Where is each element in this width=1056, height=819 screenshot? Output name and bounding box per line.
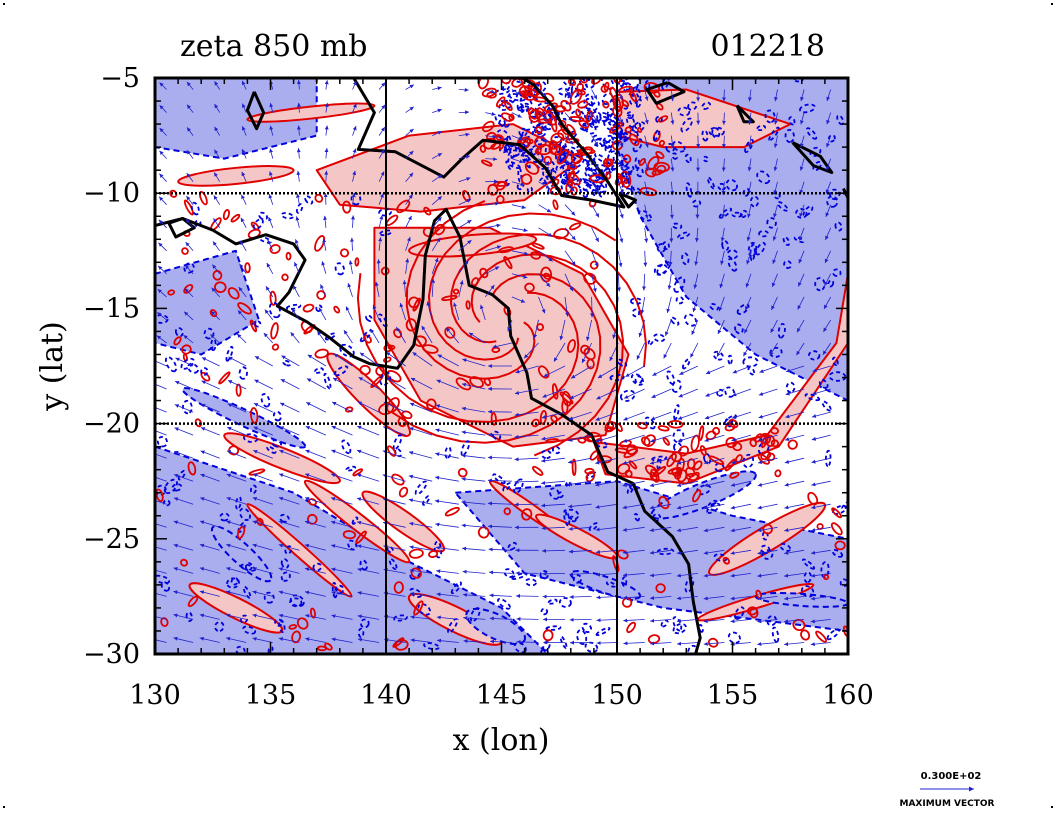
y-tick-label: −5 [100,63,140,94]
vector-legend: 0.300E+02 MAXIMUM VECTOR [899,771,994,809]
x-tick-label: 155 [707,680,759,711]
plot-timestamp: 012218 [710,29,825,64]
x-tick-label: 130 [129,680,181,711]
vector-legend-label: MAXIMUM VECTOR [899,799,994,809]
wind-vector [459,112,469,113]
x-tick-label: 140 [360,680,412,711]
wind-vector [592,297,593,318]
corner-mark-bottom-left [3,806,5,808]
y-tick-label: −10 [83,178,140,209]
plot-title: zeta 850 mb [180,29,368,64]
corner-mark-bottom-right [1051,806,1053,808]
y-tick-label: −25 [83,524,140,555]
x-tick-label: 150 [591,680,643,711]
y-axis-label: y (lat) [35,321,70,411]
y-tick-label: −20 [83,409,140,440]
vector-legend-value: 0.300E+02 [921,771,982,782]
y-tick-label: −30 [83,639,140,670]
wind-vector [516,596,539,597]
x-tick-label: 145 [476,680,528,711]
wind-vector [516,619,538,620]
x-axis-label: x (lon) [453,723,550,758]
wind-vector [570,619,592,620]
y-tick-labels: −5 −10 −15 −20 −25 −30 [83,63,140,670]
corner-mark-top-right [1051,3,1053,5]
x-tick-label: 135 [245,680,297,711]
x-tick-labels: 130 135 140 145 150 155 160 [129,680,874,711]
x-tick-label: 160 [822,680,874,711]
plot-area [147,73,853,659]
y-tick-label: −15 [83,293,140,324]
wind-vector [326,171,327,182]
corner-mark-top-left [3,3,5,5]
